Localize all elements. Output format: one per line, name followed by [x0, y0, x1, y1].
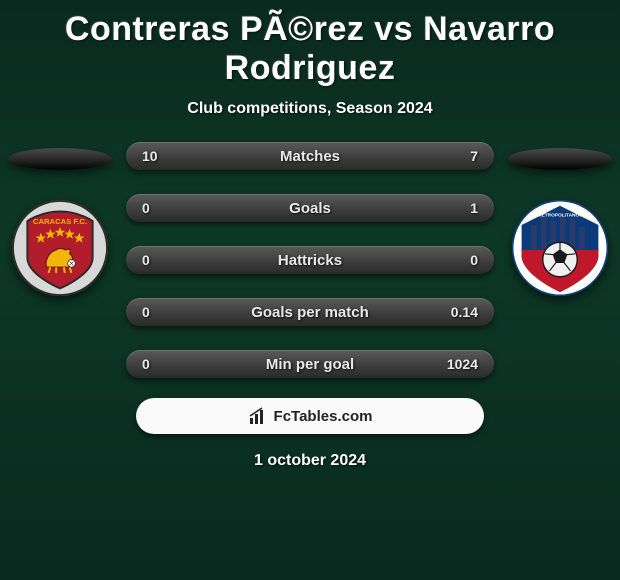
- brand-pill[interactable]: FcTables.com: [136, 398, 484, 434]
- stat-right-value: 0.14: [451, 304, 478, 320]
- stat-left-value: 0: [142, 356, 150, 372]
- stat-right-value: 7: [470, 148, 478, 164]
- stat-label: Min per goal: [126, 356, 494, 373]
- stat-label: Goals per match: [126, 304, 494, 321]
- svg-text:CARACAS F.C.: CARACAS F.C.: [33, 217, 87, 226]
- stat-left-value: 10: [142, 148, 158, 164]
- right-crest: METROPOLITANOS: [512, 200, 608, 296]
- stat-right-value: 1024: [447, 356, 478, 372]
- svg-text:METROPOLITANOS: METROPOLITANOS: [538, 212, 583, 218]
- right-side: METROPOLITANOS: [508, 148, 612, 296]
- stat-left-value: 0: [142, 200, 150, 216]
- page-title: Contreras PÃ©rez vs Navarro Rodriguez: [0, 0, 620, 88]
- stat-row-mpg: 0 Min per goal 1024: [126, 350, 494, 378]
- stat-row-goals: 0 Goals 1: [126, 194, 494, 222]
- stat-label: Goals: [126, 200, 494, 217]
- stat-label: Matches: [126, 148, 494, 165]
- left-crest: CARACAS F.C.: [12, 200, 108, 296]
- stat-right-value: 0: [470, 252, 478, 268]
- metropolitanos-crest-icon: METROPOLITANOS: [512, 200, 608, 296]
- left-side: CARACAS F.C.: [8, 148, 112, 296]
- stat-left-value: 0: [142, 252, 150, 268]
- date-text: 1 october 2024: [0, 452, 620, 470]
- comparison-panel: CARACAS F.C.: [0, 148, 620, 378]
- stat-right-value: 1: [470, 200, 478, 216]
- subtitle: Club competitions, Season 2024: [0, 100, 620, 118]
- stat-row-matches: 10 Matches 7: [126, 142, 494, 170]
- stat-rows: 10 Matches 7 0 Goals 1 0 Hattricks 0 0 G…: [112, 142, 508, 378]
- left-opponent-shadow: [8, 148, 112, 170]
- chart-icon: [248, 406, 268, 426]
- stat-row-hattricks: 0 Hattricks 0: [126, 246, 494, 274]
- stat-row-gpm: 0 Goals per match 0.14: [126, 298, 494, 326]
- stat-label: Hattricks: [126, 252, 494, 269]
- brand-text: FcTables.com: [274, 408, 373, 425]
- stat-left-value: 0: [142, 304, 150, 320]
- caracas-crest-icon: CARACAS F.C.: [12, 200, 108, 296]
- right-opponent-shadow: [508, 148, 612, 170]
